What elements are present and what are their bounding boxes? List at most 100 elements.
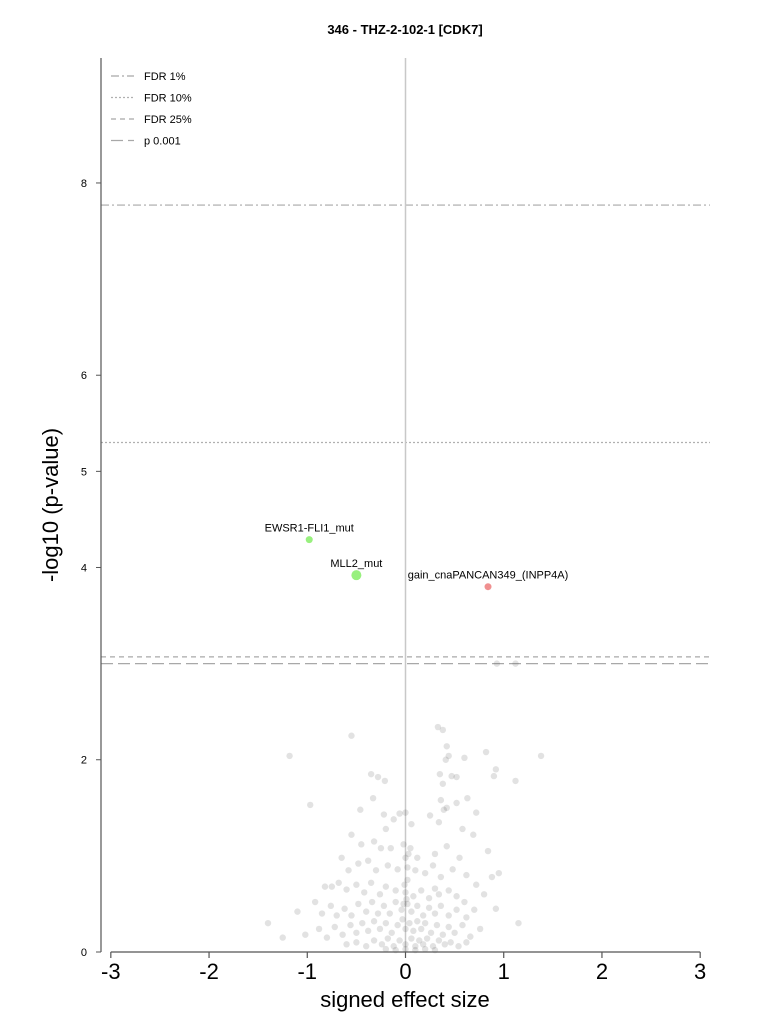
data-point xyxy=(279,934,286,941)
data-point xyxy=(321,883,329,890)
data-point xyxy=(377,844,385,852)
data-point xyxy=(376,925,384,933)
x-tick-label: 3 xyxy=(694,959,706,984)
data-point xyxy=(387,844,394,852)
data-point xyxy=(384,862,392,869)
data-point xyxy=(341,905,348,912)
data-point xyxy=(421,919,429,927)
y-tick-label: 0 xyxy=(81,947,87,959)
data-point xyxy=(318,910,326,917)
y-tick-label: 2 xyxy=(81,755,87,767)
data-point xyxy=(431,850,439,858)
data-point xyxy=(410,927,417,935)
data-point xyxy=(473,809,480,816)
data-point xyxy=(480,891,488,898)
data-point xyxy=(364,857,372,864)
data-point xyxy=(402,889,409,896)
data-point xyxy=(343,941,350,948)
data-point xyxy=(419,941,427,948)
data-point xyxy=(445,887,452,894)
data-point xyxy=(448,772,455,780)
data-point xyxy=(443,804,450,812)
data-point xyxy=(388,929,395,936)
data-point xyxy=(463,914,470,921)
data-point xyxy=(435,937,443,944)
data-point xyxy=(368,898,376,906)
data-point xyxy=(493,660,501,667)
data-point xyxy=(345,867,352,874)
data-point xyxy=(482,748,490,756)
data-point xyxy=(455,943,462,950)
legend-label-2: FDR 25% xyxy=(144,114,192,126)
data-point xyxy=(367,879,375,886)
data-point xyxy=(382,919,390,927)
point-annotation-2: gain_cnaPANCAN349_(INPP4A) xyxy=(408,570,569,582)
data-point xyxy=(461,754,468,762)
data-point xyxy=(382,945,390,953)
data-point xyxy=(445,923,452,931)
data-point xyxy=(355,900,362,908)
data-point xyxy=(488,873,496,881)
data-point xyxy=(453,799,460,807)
data-point xyxy=(363,908,370,915)
data-point xyxy=(445,752,452,760)
data-point xyxy=(355,860,362,867)
data-point xyxy=(456,854,463,861)
data-point xyxy=(328,883,336,890)
data-point xyxy=(401,881,408,888)
data-point xyxy=(370,838,378,845)
data-point xyxy=(418,887,425,894)
legend: FDR 1% FDR 10% FDR 25% p 0.001 xyxy=(111,71,192,148)
data-point xyxy=(335,879,342,886)
data-point xyxy=(453,773,460,781)
data-point xyxy=(473,881,480,888)
data-point xyxy=(405,850,412,858)
data-point xyxy=(463,939,470,946)
data-point xyxy=(364,927,372,935)
data-point xyxy=(286,752,293,760)
data-point xyxy=(382,825,390,833)
data-point xyxy=(331,923,338,931)
data-point xyxy=(425,894,433,902)
data-point xyxy=(407,844,414,852)
data-point xyxy=(294,908,301,915)
data-point xyxy=(461,898,468,906)
data-point xyxy=(443,843,450,850)
data-point xyxy=(404,864,411,871)
data-point xyxy=(384,935,392,942)
data-point xyxy=(369,794,377,802)
data-point xyxy=(361,889,368,896)
point-annotation-0: EWSR1-FLI1_mut xyxy=(265,523,354,535)
data-point xyxy=(421,869,429,877)
data-point xyxy=(402,925,409,933)
data-point xyxy=(396,937,403,944)
data-point xyxy=(370,918,378,925)
x-axis-label: signed effect size xyxy=(320,987,490,1012)
data-point xyxy=(453,906,460,913)
data-point xyxy=(490,772,498,780)
data-point xyxy=(392,887,399,894)
data-point xyxy=(471,906,478,913)
data-point xyxy=(476,925,484,933)
data-point xyxy=(467,933,474,940)
data-point xyxy=(537,752,545,760)
point-annotation-1: MLL2_mut xyxy=(330,558,382,570)
data-point xyxy=(348,732,355,739)
data-point xyxy=(445,912,452,919)
data-point xyxy=(463,871,470,879)
data-point xyxy=(402,809,409,816)
data-point xyxy=(374,773,382,781)
data-point xyxy=(433,921,441,929)
data-point xyxy=(437,873,445,881)
data-point xyxy=(408,820,415,828)
data-point xyxy=(374,910,382,917)
data-point xyxy=(427,929,435,936)
data-point xyxy=(443,743,450,750)
data-point xyxy=(333,912,340,919)
data-point xyxy=(358,841,365,848)
x-tick-label: 0 xyxy=(399,959,411,984)
data-point xyxy=(440,806,448,813)
highlighted-point-0 xyxy=(305,536,313,544)
data-point xyxy=(348,831,355,838)
data-point xyxy=(439,931,447,938)
